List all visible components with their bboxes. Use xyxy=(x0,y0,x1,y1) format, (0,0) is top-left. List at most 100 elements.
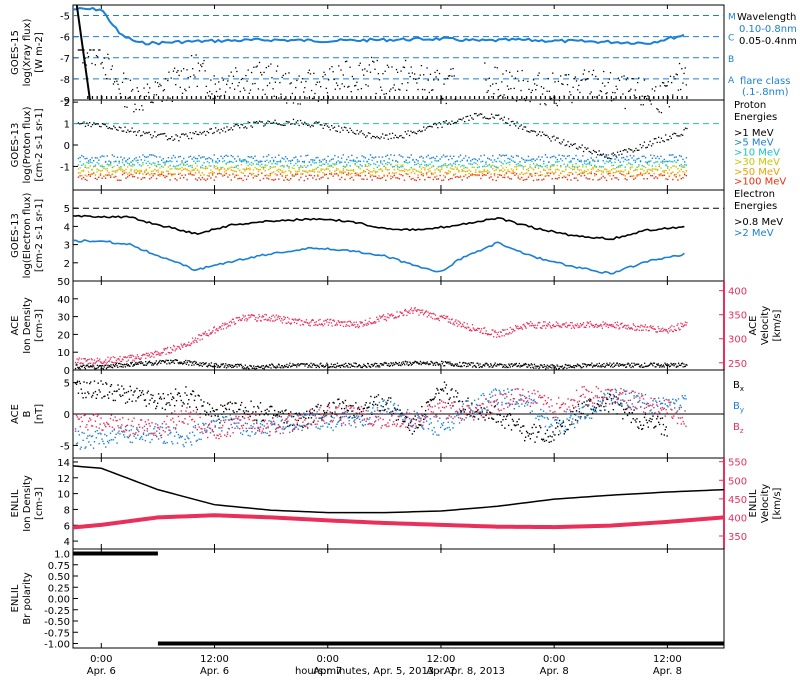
velocity-point xyxy=(195,337,196,338)
proton-point xyxy=(185,161,186,162)
xray-short-point xyxy=(206,86,207,87)
b-field-point xyxy=(187,403,188,404)
velocity-point xyxy=(279,318,280,319)
xray-short-point xyxy=(546,91,547,92)
velocity-point xyxy=(228,325,229,326)
density-point xyxy=(488,364,489,365)
proton-point xyxy=(494,170,495,171)
b-field-point xyxy=(242,416,243,417)
proton-point xyxy=(168,138,169,139)
b-field-point xyxy=(249,416,250,417)
velocity-point xyxy=(543,321,544,322)
b-field-point xyxy=(88,393,89,394)
velocity-point xyxy=(205,331,206,332)
b-field-point xyxy=(160,396,161,397)
proton-point xyxy=(651,145,652,146)
proton-point xyxy=(684,161,685,162)
proton-point xyxy=(589,151,590,152)
xray-short-point xyxy=(197,86,198,87)
proton-point xyxy=(519,174,520,175)
proton-point xyxy=(222,167,223,168)
xray-short-point xyxy=(452,68,453,69)
proton-point xyxy=(163,133,164,134)
proton-point xyxy=(436,160,437,161)
b-field-point xyxy=(116,390,117,391)
b-field-point xyxy=(217,416,218,417)
proton-point xyxy=(518,155,519,156)
proton-point xyxy=(112,174,113,175)
proton-point xyxy=(152,173,153,174)
proton-point xyxy=(275,163,276,164)
proton-point xyxy=(188,156,189,157)
density-point xyxy=(138,364,139,365)
b-field-point xyxy=(370,396,371,397)
proton-point xyxy=(468,163,469,164)
velocity-point xyxy=(193,341,194,342)
proton-point xyxy=(553,156,554,157)
xray-short-point xyxy=(320,86,321,87)
velocity-point xyxy=(414,308,415,309)
velocity-point xyxy=(218,330,219,331)
proton-point xyxy=(487,165,488,166)
velocity-point xyxy=(336,322,337,323)
proton-point xyxy=(279,123,280,124)
b-field-point xyxy=(153,402,154,403)
density-point xyxy=(220,366,221,367)
proton-point xyxy=(417,131,418,132)
xray-short-point xyxy=(370,72,371,73)
proton-point xyxy=(385,167,386,168)
b-field-point xyxy=(251,413,252,414)
proton-point xyxy=(287,158,288,159)
proton-point xyxy=(611,153,612,154)
xray-short-point xyxy=(658,96,659,99)
proton-point xyxy=(168,171,169,172)
b-field-point xyxy=(247,413,248,414)
proton-point xyxy=(78,168,79,169)
proton-point xyxy=(356,161,357,162)
proton-point xyxy=(286,121,287,122)
y-axis-label: [nT] xyxy=(34,404,45,424)
density-point xyxy=(150,362,151,363)
proton-point xyxy=(609,173,610,174)
xray-short-point xyxy=(403,66,404,67)
velocity-point xyxy=(126,361,127,362)
proton-point xyxy=(295,173,296,174)
xray-short-point xyxy=(289,83,290,84)
proton-point xyxy=(312,171,313,172)
b-field-point xyxy=(173,397,174,398)
proton-point xyxy=(627,151,628,152)
velocity-point xyxy=(480,330,481,331)
velocity-point xyxy=(335,324,336,325)
proton-point xyxy=(288,170,289,171)
proton-point xyxy=(107,168,108,169)
proton-point xyxy=(151,164,152,165)
proton-point xyxy=(265,161,266,162)
proton-point xyxy=(597,161,598,162)
density-point xyxy=(489,366,490,367)
proton-point xyxy=(580,161,581,162)
xray-short-point xyxy=(619,80,620,81)
b-field-point xyxy=(186,395,187,396)
proton-point xyxy=(649,141,650,142)
proton-point xyxy=(448,159,449,160)
proton-point xyxy=(473,167,474,168)
xray-short-point xyxy=(460,96,461,99)
proton-point xyxy=(456,169,457,170)
proton-point xyxy=(91,162,92,163)
xray-short-point xyxy=(539,72,540,73)
proton-point xyxy=(414,164,415,165)
proton-point xyxy=(88,162,89,163)
xray-short-point xyxy=(308,72,309,73)
proton-point xyxy=(90,161,91,162)
velocity-point xyxy=(529,325,530,326)
proton-point xyxy=(528,170,529,171)
density-point xyxy=(359,365,360,366)
b-field-point xyxy=(259,414,260,415)
xray-short-point xyxy=(280,94,281,95)
density-point xyxy=(378,365,379,366)
proton-point xyxy=(448,179,449,180)
proton-point xyxy=(304,171,305,172)
density-point xyxy=(325,365,326,366)
xray-short-point xyxy=(443,84,444,85)
